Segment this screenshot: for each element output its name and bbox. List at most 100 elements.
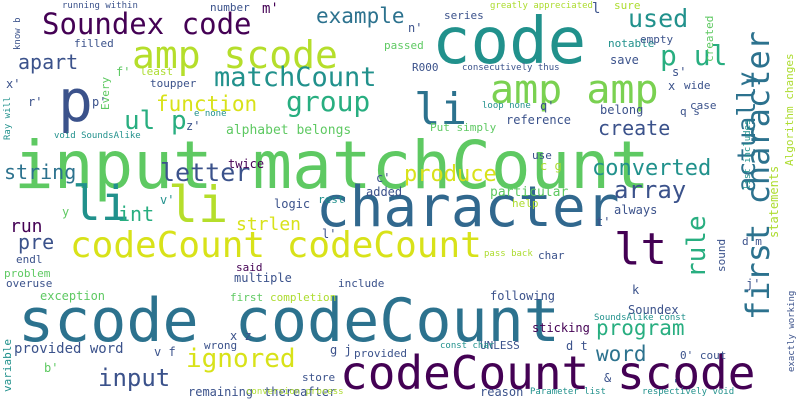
word-statements: statements xyxy=(767,165,781,238)
word-know-b: know b xyxy=(13,17,23,50)
word-array: array xyxy=(614,176,687,204)
word-character: character xyxy=(316,175,620,240)
word-sound: sound xyxy=(715,238,728,272)
word-q-quote: q' xyxy=(540,99,555,113)
word-code: code xyxy=(432,5,587,79)
word-ray-will: Ray will xyxy=(3,96,13,140)
word-thereafter: thereafter xyxy=(264,385,337,399)
word-belong: belong xyxy=(600,103,644,117)
word-word: word xyxy=(596,342,647,366)
word-toupper: toupper xyxy=(150,77,197,90)
word-d-t: d t xyxy=(566,339,588,353)
word-unless: UNLESS xyxy=(480,339,520,352)
word-run: run xyxy=(10,216,43,237)
word-p-ul: p ul xyxy=(660,39,728,72)
word-strlen: strlen xyxy=(236,214,302,235)
word-q-s: q s xyxy=(680,105,700,118)
word-pre: pre xyxy=(18,230,55,254)
word-following: following xyxy=(490,289,556,303)
word-first: first xyxy=(230,291,264,304)
word-b-quote: b' xyxy=(44,361,59,375)
word-s-quote: s' xyxy=(672,65,687,79)
word-li-3: li xyxy=(72,176,130,232)
word-ul-p: ul p xyxy=(124,106,187,136)
word-ignored: ignored xyxy=(186,344,296,374)
word-rest: rest xyxy=(318,193,345,206)
word-apostrophe: ' xyxy=(672,377,680,391)
word-n-quote: n' xyxy=(408,21,423,35)
word-l: l xyxy=(592,1,601,17)
word-variable: variable xyxy=(1,339,14,392)
word-provided: provided xyxy=(354,347,407,360)
word-program: program xyxy=(596,316,685,340)
word-added: added xyxy=(366,185,403,199)
word-char: char xyxy=(538,249,565,262)
word-amp-amp: amp amp xyxy=(490,67,659,113)
word-li-1: li xyxy=(414,84,467,135)
word-exactly-working: exactly working xyxy=(787,290,797,372)
word-include: include xyxy=(338,277,385,290)
word-provided-word: provided word xyxy=(14,341,124,357)
word-loop-none: loop none xyxy=(482,101,531,111)
word-notable: notable xyxy=(608,37,655,50)
word-help: help xyxy=(512,197,539,210)
word-list-includes: list includes xyxy=(743,119,753,190)
word-use: use xyxy=(532,149,552,162)
word-c-quote: c' xyxy=(376,171,391,185)
word-y: y xyxy=(62,205,70,219)
word-exception: exception xyxy=(40,289,106,303)
word-wrong: wrong xyxy=(204,339,238,352)
word-pass-back: pass back xyxy=(484,249,533,259)
word-sure: sure xyxy=(614,0,641,12)
word-p: p xyxy=(58,67,93,135)
word-scode-codecount: scode codeCount xyxy=(18,286,560,356)
word-p-quote: p' xyxy=(92,95,107,109)
word-matchcount: matchCount xyxy=(214,62,377,93)
word-conversion-process: conversion process xyxy=(246,387,344,397)
word-codecount-codecount: codeCount codeCount xyxy=(70,225,482,266)
word-series: series xyxy=(444,9,484,22)
word-remaining: remaining xyxy=(188,385,254,399)
word-soundex: Soundex xyxy=(628,303,679,317)
word-save: save xyxy=(610,53,639,67)
word-create: create xyxy=(598,116,671,140)
word-e-none: e none xyxy=(194,109,227,119)
word-input-matchcount: input matchCount xyxy=(14,127,650,204)
word-converted: converted xyxy=(592,156,712,181)
word-algorithm-changes: Algorithm changes xyxy=(783,53,796,166)
word-codecount-scode: codeCount scode xyxy=(340,346,756,400)
word-m-quote: m' xyxy=(262,1,279,17)
word-respectively-void: respectively void xyxy=(642,387,735,397)
word-soundsalike-const: SoundsAlike const xyxy=(594,313,687,323)
word-case: case xyxy=(690,99,717,112)
word-x: x xyxy=(668,79,676,93)
word-v-quote: v' xyxy=(160,193,175,207)
word-logic: logic xyxy=(274,197,311,211)
word-store: store xyxy=(302,371,336,384)
word-empty: empty xyxy=(640,33,674,46)
word-always: always xyxy=(614,203,658,217)
word-said: said xyxy=(236,261,263,274)
word-sticking: sticking xyxy=(532,321,590,335)
word-produce: produce xyxy=(404,162,497,187)
word-used: used xyxy=(628,4,689,33)
word-l-quote: l' xyxy=(322,227,337,241)
word-created: created xyxy=(703,15,716,62)
word-x-z: x z xyxy=(230,329,252,343)
word-apart: apart xyxy=(18,50,79,74)
word-wide: wide xyxy=(684,79,711,92)
word-0-cout: 0' cout xyxy=(680,349,727,362)
word-multiple: multiple xyxy=(234,271,292,285)
word-greatly-appreciated: greatly appreciated xyxy=(490,1,593,11)
word-passed: passed xyxy=(384,39,424,52)
word-soundex-code: Soundex code xyxy=(42,7,252,41)
word-g-j: g j xyxy=(330,343,352,357)
word-void-soundsalike: void SoundsAlike xyxy=(54,131,141,141)
word-overuse: overuse xyxy=(6,277,53,290)
word-j-quote: j' xyxy=(746,277,761,291)
word-completion: completion xyxy=(270,291,337,304)
word-z-quote: z' xyxy=(186,119,201,133)
word-problem: problem xyxy=(4,267,51,280)
word-amp-scode: amp scode xyxy=(132,33,338,77)
